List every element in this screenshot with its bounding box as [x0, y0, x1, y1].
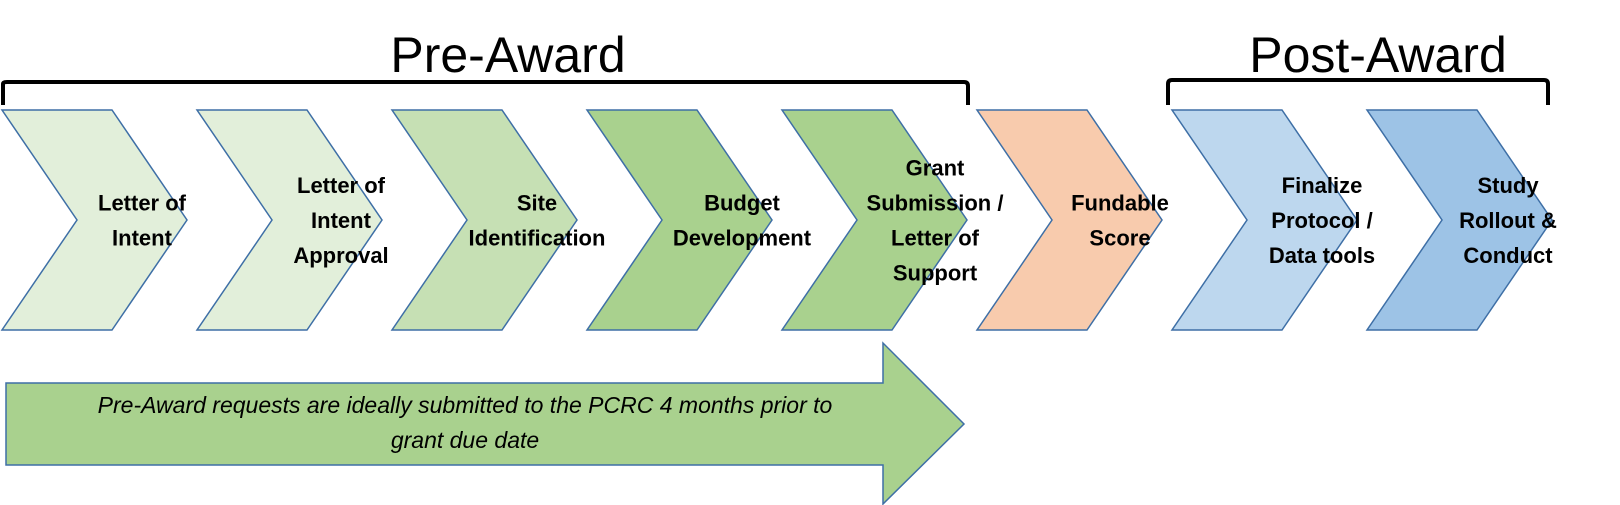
step-label-grant-submission: Grant: [906, 156, 965, 181]
timeline-note-line-1: Pre-Award requests are ideally submitted…: [98, 392, 833, 418]
post-award-title: Post-Award: [1249, 27, 1507, 83]
step-chevron-site-identification: [390, 109, 578, 331]
timeline-note-arrow: [5, 341, 966, 505]
step-label-study-rollout: Conduct: [1463, 243, 1553, 268]
step-label-fundable-score: Fundable: [1071, 191, 1169, 216]
step-chevron-letter-of-intent: [0, 109, 188, 331]
step-label-grant-submission: Letter of: [891, 226, 980, 251]
pre-award-title: Pre-Award: [390, 27, 625, 83]
step-chevron-grant-submission: [780, 109, 968, 331]
step-chevron-letter-of-intent-approval: [195, 109, 383, 331]
post-award-bracket: [1166, 78, 1550, 105]
step-label-site-identification: Site: [517, 191, 557, 216]
step-label-budget-development: Development: [673, 226, 812, 251]
step-label-finalize-protocol: Protocol /: [1271, 208, 1372, 233]
step-label-grant-submission: Support: [893, 261, 978, 286]
step-label-site-identification: Identification: [469, 226, 606, 251]
step-label-fundable-score: Score: [1089, 226, 1150, 251]
step-chevron-budget-development: [585, 109, 773, 331]
step-label-letter-of-intent-approval: Intent: [311, 208, 372, 233]
step-label-letter-of-intent: Letter of: [98, 191, 187, 216]
step-label-finalize-protocol: Data tools: [1269, 243, 1375, 268]
step-label-letter-of-intent-approval: Approval: [293, 243, 388, 268]
step-chevron-finalize-protocol: [1170, 109, 1358, 331]
step-label-finalize-protocol: Finalize: [1282, 173, 1363, 198]
timeline-note-line-2: grant due date: [391, 427, 539, 453]
process-steps: Letter of Intent Letter of Intent Approval Si…: [0, 109, 1557, 331]
pre-award-bracket: [1, 80, 970, 105]
step-label-grant-submission: Submission /: [867, 191, 1004, 216]
step-label-budget-development: Budget: [704, 191, 780, 216]
step-label-study-rollout: Rollout &: [1459, 208, 1557, 233]
step-label-letter-of-intent-approval: Letter of: [297, 173, 386, 198]
step-label-study-rollout: Study: [1477, 173, 1539, 198]
step-chevron-study-rollout: [1365, 109, 1553, 331]
step-chevron-fundable-score: [975, 109, 1163, 331]
step-label-letter-of-intent: Intent: [112, 226, 173, 251]
